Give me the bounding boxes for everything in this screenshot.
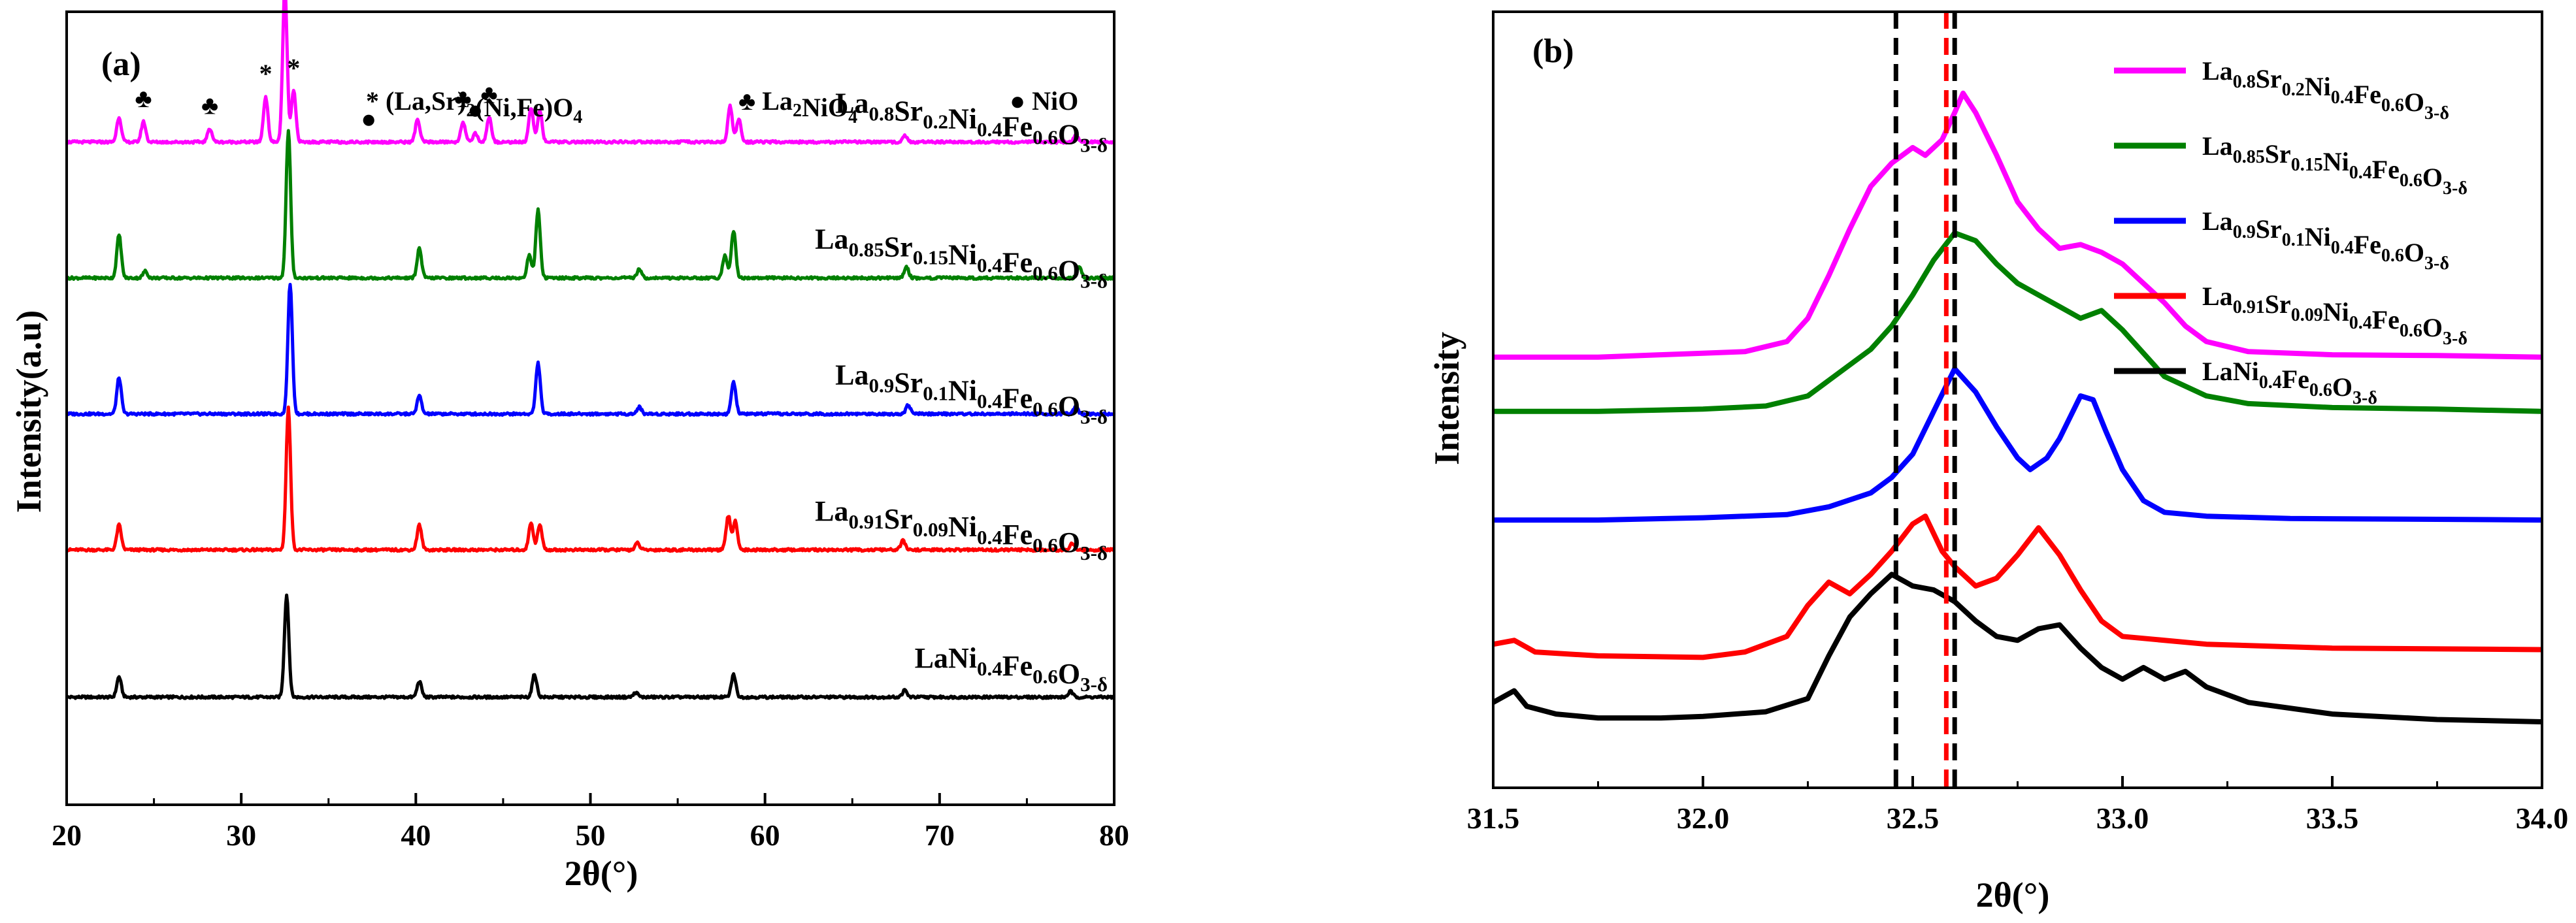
panel-a-peak-marker: ♣: [201, 91, 218, 120]
panel-a-x-axis-title: 2θ(°): [565, 854, 638, 893]
panel-b-series-la0-9sr0-1ni0-4fe0-6o3: [1493, 366, 2543, 523]
panel-a-series-la0-8sr0-2ni0-4fe0-6o3: [65, 0, 1115, 145]
panel-a-peak-marker: *: [259, 59, 272, 88]
panel-b-legend-label-la0-9sr0-1ni0-4fe0-6o3: La0.9Sr0.1Ni0.4Fe0.6O3-δ: [2202, 206, 2449, 274]
panel-a-series-label-la0-8sr0-2ni0-4fe0-6o3: La0.8Sr0.2Ni0.4Fe0.6O3-δ: [835, 87, 1108, 156]
panel-a-label: (a): [101, 46, 141, 83]
panel-b-xrd-zoom: 31.5 32.0 32.5 33.0 33.5 34.0 (b) 2θ(°) Inten…: [1427, 10, 2569, 915]
panel-a-x-tick-label: 30: [226, 818, 256, 852]
panel-a-phase-legend: * (La,Sr)2(Ni,Fe)O4 ♣ La2NiO4 ● NiO: [366, 86, 1078, 127]
panel-b-x-axis-title: 2θ(°): [1976, 875, 2050, 915]
panel-a-peak-marker: ♣: [480, 79, 497, 108]
panel-a-x-tick-label: 40: [401, 818, 431, 852]
panel-b-plot-area: [1492, 90, 2543, 724]
panel-a-series-label-lani0-4fe0-6o3: LaNi0.4Fe0.6O3-δ: [915, 642, 1108, 696]
panel-b-series-la0-85sr0-15ni0-4fe0-6o3: [1493, 230, 2543, 414]
panel-a-series-label-la0-9sr0-1ni0-4fe0-6o3: La0.9Sr0.1Ni0.4Fe0.6O3-δ: [835, 359, 1108, 429]
panel-a-peak-marker: ♣: [135, 84, 152, 113]
panel-a-phase-legend-entry: ● NiO: [1010, 86, 1078, 116]
panel-b-legend-label-la0-8sr0-2ni0-4fe0-6o3: La0.8Sr0.2Ni0.4Fe0.6O3-δ: [2202, 56, 2449, 123]
panel-b-legend: La0.8Sr0.2Ni0.4Fe0.6O3-δ La0.85Sr0.15Ni0.…: [2114, 56, 2468, 408]
panel-a-y-axis-title: Intensity(a.u): [9, 310, 48, 513]
panel-a-series-label-la0-91sr0-09ni0-4fe0-6o3: La0.91Sr0.09Ni0.4Fe0.6O3-δ: [815, 495, 1108, 564]
panel-a-x-tick-label: 70: [925, 818, 955, 852]
panel-b-axes: 31.5 32.0 32.5 33.0 33.5 34.0: [1467, 10, 2569, 835]
panel-b-legend-label-lani0-4fe0-6o3: LaNi0.4Fe0.6O3-δ: [2202, 357, 2377, 408]
panel-a-peak-markers: ♣ ♣* *●♣●♣: [135, 53, 497, 133]
panel-a-series-la0-9sr0-1ni0-4fe0-6o3: [65, 283, 1116, 417]
panel-b-series-la0-91sr0-09ni0-4fe0-6o3: [1493, 513, 2543, 660]
panel-a-series-label-la0-85sr0-15ni0-4fe0-6o3: La0.85Sr0.15Ni0.4Fe0.6O3-δ: [815, 223, 1108, 293]
panel-a-series-la0-91sr0-09ni0-4fe0-6o3: [65, 405, 1115, 553]
panel-a-peak-marker: *: [287, 53, 300, 82]
panel-b-x-tick-label: 34.0: [2516, 802, 2569, 835]
panel-a-peak-marker: ●: [361, 104, 376, 133]
panel-a-x-tick-label: 20: [52, 818, 82, 852]
panel-a-series-la0-85sr0-15ni0-4fe0-6o3: [65, 129, 1116, 281]
panel-b-x-tick-label: 31.5: [1467, 802, 1520, 835]
panel-a-phase-legend-entry: ♣ La2NiO4: [738, 86, 857, 127]
panel-a-phase-legend-entry: * (La,Sr)2(Ni,Fe)O4: [366, 86, 582, 127]
panel-b-series-la0-8sr0-2ni0-4fe0-6o3: [1493, 90, 2543, 360]
panel-b-x-tick-label: 33.0: [2096, 802, 2149, 835]
panel-a-x-tick-label: 60: [750, 818, 780, 852]
panel-a-peak-marker: ●: [467, 95, 483, 125]
panel-a-x-tick-label: 50: [576, 818, 606, 852]
panel-b-legend-label-la0-91sr0-09ni0-4fe0-6o3: La0.91Sr0.09Ni0.4Fe0.6O3-δ: [2202, 282, 2468, 349]
panel-a-axes: 20 30 40 50 60 70 80: [52, 10, 1129, 852]
panel-a-x-tick-label: 80: [1099, 818, 1129, 852]
panel-b-y-axis-title: Intensity: [1427, 332, 1466, 465]
panel-b-x-tick-label: 33.5: [2306, 802, 2359, 835]
panel-a-series-lani0-4fe0-6o3: [65, 593, 1115, 700]
panel-a-xrd-full-range: 20 30 40 50 60 70 80 (a) 2θ(°) Intensity(a.u) …: [9, 0, 1129, 893]
panel-b-label: (b): [1532, 33, 1574, 70]
panel-b-legend-label-la0-85sr0-15ni0-4fe0-6o3: La0.85Sr0.15Ni0.4Fe0.6O3-δ: [2202, 131, 2468, 199]
panel-b-series-lani0-4fe0-6o3: [1492, 572, 2543, 724]
panel-a-peak-marker: ♣: [454, 84, 471, 113]
panel-a-series-labels: LaNi0.4Fe0.6O3-δ La0.91Sr0.09Ni0.4Fe0.6O3…: [815, 87, 1108, 696]
panel-b-x-tick-label: 32.0: [1677, 802, 1730, 835]
panel-b-x-tick-label: 32.5: [1887, 802, 1940, 835]
panel-a-plot-area: [65, 0, 1116, 700]
